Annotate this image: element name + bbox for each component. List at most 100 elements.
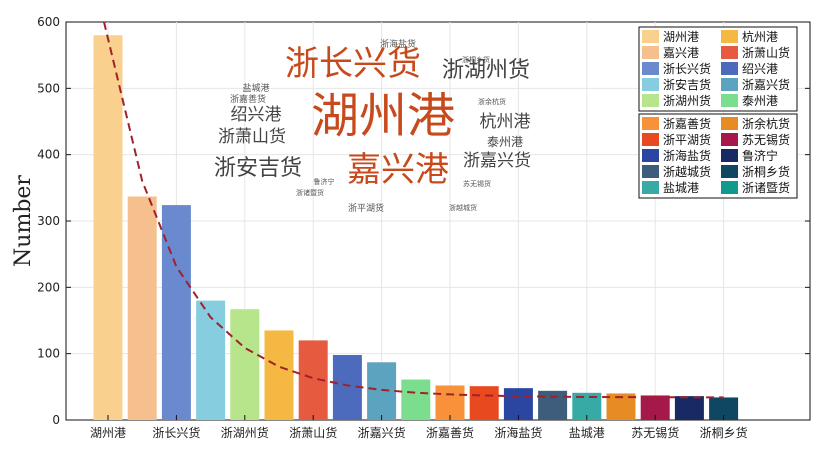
legend-swatch xyxy=(721,94,738,107)
legend-label: 浙嘉善货 xyxy=(663,116,711,131)
legend-frame xyxy=(638,113,798,199)
wordcloud-word: 浙余杭货 xyxy=(478,97,506,106)
wordcloud-word: 浙湖州货 xyxy=(442,58,530,83)
y-axis-label: Number xyxy=(11,175,36,267)
legend-swatch xyxy=(721,149,738,162)
x-tick-label: 浙嘉兴货 xyxy=(358,425,406,440)
bars xyxy=(93,35,739,421)
x-tick-label: 浙桐乡货 xyxy=(700,425,748,440)
legend-swatch xyxy=(642,94,659,107)
legend-swatch xyxy=(721,181,738,194)
trend-line xyxy=(103,21,724,399)
legend-frame xyxy=(638,26,798,112)
bar-19 xyxy=(709,397,739,420)
bar-14 xyxy=(538,390,568,420)
wordcloud-word: 浙桐乡货 xyxy=(462,55,490,64)
x-axis-ticks: 湖州港 浙长兴货 浙湖州货 浙萧山货 浙嘉兴货 浙嘉善货 浙海盐货 盐城港 苏无锡货 浙桐乡货 xyxy=(90,415,748,440)
x-tick-label: 苏无锡货 xyxy=(631,425,679,440)
wordcloud-word: 绍兴港 xyxy=(231,105,282,125)
bar-5 xyxy=(230,309,260,420)
bar-11 xyxy=(435,385,465,420)
legend-label: 苏无锡货 xyxy=(742,132,790,147)
x-tick-label: 浙长兴货 xyxy=(152,425,200,440)
legend-swatch xyxy=(721,133,738,146)
wordcloud-word: 浙安吉货 xyxy=(214,156,302,181)
legend-label: 浙越城货 xyxy=(663,164,711,179)
legend-swatch xyxy=(642,30,659,43)
wordcloud-word: 浙嘉善货 xyxy=(230,93,266,105)
bar-10 xyxy=(401,379,431,420)
x-tick-label: 浙湖州货 xyxy=(221,425,269,440)
legend-swatch xyxy=(721,165,738,178)
legend-label: 盐城港 xyxy=(663,181,699,195)
bar-18 xyxy=(674,396,704,420)
wordcloud-word: 泰州港 xyxy=(487,135,523,149)
legend-label: 浙萧山货 xyxy=(742,45,790,60)
x-tick-label: 浙嘉善货 xyxy=(426,425,474,440)
x-tick-label: 盐城港 xyxy=(569,426,605,440)
legend-swatch xyxy=(642,62,659,75)
wordcloud-word: 嘉兴港 xyxy=(347,150,449,190)
legend-swatch xyxy=(642,165,659,178)
legend-label: 浙长兴货 xyxy=(663,61,711,76)
legend-swatch xyxy=(721,78,738,91)
legend-swatch xyxy=(721,62,738,75)
wordcloud-word: 浙嘉兴货 xyxy=(463,151,531,171)
bar-1 xyxy=(93,35,123,421)
legend-label: 浙安吉货 xyxy=(663,77,711,92)
y-tick-label: 500 xyxy=(37,81,60,95)
wordcloud-word: 浙平湖货 xyxy=(348,202,384,214)
x-tick-label: 浙萧山货 xyxy=(289,425,337,440)
legend-swatch xyxy=(642,78,659,91)
x-tick-label: 湖州港 xyxy=(90,425,126,440)
y-tick-label: 200 xyxy=(37,280,60,294)
legend-swatch xyxy=(642,46,659,59)
y-tick-label: 600 xyxy=(37,15,60,29)
y-tick-label: 0 xyxy=(52,413,60,427)
legend-label: 嘉兴港 xyxy=(663,46,699,60)
bar-2 xyxy=(127,196,157,420)
y-tick-label: 400 xyxy=(37,148,60,162)
wordcloud-word: 浙萧山货 xyxy=(218,127,286,147)
bar-6 xyxy=(264,330,294,420)
bar-9 xyxy=(367,362,397,420)
legend-swatch xyxy=(642,181,659,194)
bar-12 xyxy=(469,386,499,420)
wordcloud-word: 浙长兴货 xyxy=(285,44,421,84)
legend-label: 浙平湖货 xyxy=(663,132,711,147)
legend-label: 泰州港 xyxy=(742,94,778,108)
legend-label: 浙海盐货 xyxy=(663,148,711,163)
legend-swatch xyxy=(721,30,738,43)
wordcloud-word: 浙越城货 xyxy=(449,203,477,212)
legend-label: 鲁济宁 xyxy=(742,148,778,163)
wordcloud-word: 杭州港 xyxy=(480,112,531,132)
wordcloud-word: 湖州港 xyxy=(311,88,455,144)
legend-label: 绍兴港 xyxy=(742,62,778,76)
bar-3 xyxy=(161,205,191,420)
y-axis-ticks: 0 100 200 300 400 500 600 xyxy=(37,15,810,427)
legend-label: 浙嘉兴货 xyxy=(742,77,790,92)
legend-label: 浙湖州货 xyxy=(663,93,711,108)
wordcloud-word: 苏无锡货 xyxy=(463,179,491,188)
legend-label: 杭州港 xyxy=(742,29,778,44)
legend-swatch xyxy=(642,149,659,162)
legend-label: 湖州港 xyxy=(663,29,699,44)
x-tick-label: 浙海盐货 xyxy=(494,425,542,440)
legend-swatch xyxy=(642,117,659,130)
wordcloud-word: 盐城港 xyxy=(242,82,269,94)
bar-4 xyxy=(196,300,226,420)
legend-swatch xyxy=(721,117,738,130)
y-tick-label: 300 xyxy=(37,214,60,228)
bar-13 xyxy=(503,388,533,420)
y-tick-label: 100 xyxy=(37,347,60,361)
legend-swatch xyxy=(721,46,738,59)
legend-swatch xyxy=(642,133,659,146)
legend-label: 浙诸暨货 xyxy=(742,180,790,195)
wordcloud-word: 浙海盐货 xyxy=(380,38,416,50)
legend-label: 浙余杭货 xyxy=(742,116,790,131)
wordcloud-word: 浙诸暨货 xyxy=(296,188,324,197)
